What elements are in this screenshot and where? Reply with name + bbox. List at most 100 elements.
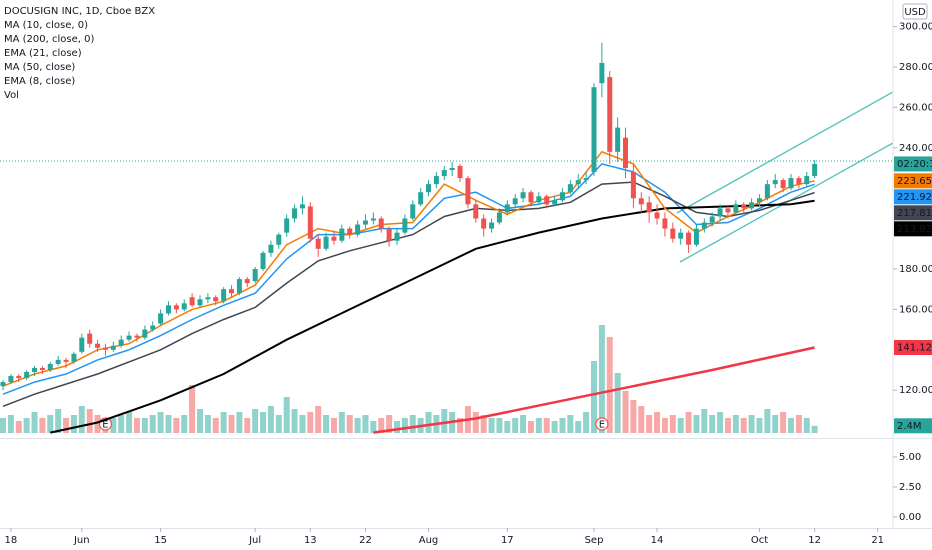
currency-box[interactable]: [902, 3, 928, 20]
volume-bar: [267, 406, 274, 433]
candle-body: [87, 333, 93, 344]
x-tick-label: Jun: [73, 535, 90, 546]
candle-body: [24, 371, 30, 379]
candle-body: [662, 218, 668, 229]
volume-bar: [543, 418, 550, 433]
volume-bar: [378, 418, 385, 433]
volume-bar: [685, 412, 692, 433]
volume-bar: [598, 325, 605, 433]
volume-bar: [338, 412, 345, 433]
x-tick-label: 14: [651, 535, 664, 546]
volume-bar: [173, 418, 180, 433]
price-label: 213.82: [897, 224, 932, 235]
candle-body: [16, 376, 22, 379]
volume-bar: [394, 421, 400, 433]
volume-bar: [354, 418, 361, 433]
candle-body: [441, 170, 447, 177]
lower-y-tick-label: 5.00: [899, 452, 921, 463]
candle-body: [39, 367, 45, 370]
volume-bar: [661, 418, 668, 433]
volume-bar: [110, 418, 117, 433]
candle-body: [465, 178, 471, 205]
volume-bar: [527, 421, 534, 433]
candle-body: [693, 228, 699, 245]
volume-bar: [520, 415, 527, 433]
candle-body: [252, 268, 258, 282]
volume-bar: [47, 415, 54, 433]
volume-bar: [55, 409, 62, 433]
candle-body: [654, 212, 660, 219]
volume-bar: [346, 415, 353, 433]
legend-entry: MA (50, close): [4, 62, 75, 73]
x-tick-label: 22: [359, 535, 372, 546]
volume-bar: [606, 337, 613, 433]
price-label-box: [894, 156, 932, 172]
volume-bar: [283, 397, 290, 433]
candle-body: [686, 232, 692, 245]
price-label: 223.65: [897, 176, 932, 187]
candle-body: [567, 184, 573, 193]
volume-bar: [496, 418, 503, 433]
candle-body: [362, 220, 368, 225]
candle-body: [489, 222, 495, 229]
indicator-line: [2, 150, 815, 387]
price-label-box: [894, 189, 932, 205]
candle-body: [347, 228, 353, 235]
candle-body: [709, 216, 715, 223]
volume-bar: [669, 415, 676, 433]
volume-bar: [780, 412, 787, 433]
candle-body: [772, 180, 778, 185]
x-tick-label: 18: [5, 535, 18, 546]
candle-body: [150, 325, 156, 330]
candle-body: [788, 178, 794, 189]
candle-body: [71, 353, 77, 362]
candle-body: [102, 347, 108, 350]
candle-body: [607, 77, 613, 152]
volume-bar: [323, 415, 330, 433]
candle-body: [331, 236, 337, 241]
price-label-box: [894, 221, 932, 237]
volume-bar: [236, 412, 243, 433]
volume-bar: [740, 418, 747, 433]
volume-bar: [630, 400, 637, 433]
candle-body: [599, 62, 605, 84]
candle-body: [189, 297, 195, 306]
x-tick-label: 17: [501, 535, 514, 546]
volume-bar: [559, 418, 566, 433]
x-tick-label: Jul: [248, 535, 261, 546]
volume-bar: [189, 385, 196, 433]
y-tick-label: 260.00: [899, 102, 932, 113]
x-tick-label: Oct: [751, 535, 768, 546]
candle-body: [158, 313, 164, 324]
volume-bar: [228, 415, 235, 433]
candle-body: [79, 337, 85, 352]
volume-bar: [535, 418, 542, 433]
candle-body: [339, 228, 345, 241]
earnings-label: E: [102, 420, 108, 431]
lower-y-tick-label: 0.00: [899, 512, 921, 523]
volume-bar: [457, 418, 464, 433]
candle-body: [725, 208, 731, 213]
x-tick-label: 12: [808, 535, 821, 546]
volume-bar: [165, 415, 172, 433]
volume-bar: [748, 415, 755, 433]
volume-bar: [197, 409, 203, 433]
candle-body: [559, 192, 565, 201]
candle-body: [221, 289, 227, 302]
candle-body: [433, 176, 439, 185]
volume-bar: [0, 418, 6, 433]
candle-body: [764, 184, 770, 199]
x-tick-label: 15: [154, 535, 167, 546]
candle-body: [126, 335, 132, 340]
volume-bar: [157, 412, 164, 433]
volume-bar: [425, 412, 432, 433]
earnings-label: E: [599, 420, 605, 431]
volume-bar: [709, 415, 716, 433]
candle-body: [410, 204, 416, 219]
candle-body: [426, 184, 432, 193]
candle-body: [284, 218, 290, 233]
volume-bar: [654, 412, 661, 433]
x-tick-label: 21: [871, 535, 884, 546]
